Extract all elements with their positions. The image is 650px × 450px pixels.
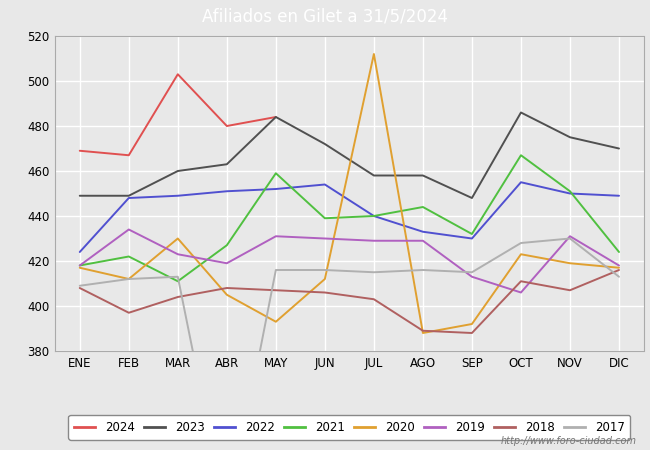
Legend: 2024, 2023, 2022, 2021, 2020, 2019, 2018, 2017: 2024, 2023, 2022, 2021, 2020, 2019, 2018… xyxy=(68,415,630,440)
Text: Afiliados en Gilet a 31/5/2024: Afiliados en Gilet a 31/5/2024 xyxy=(202,8,448,26)
Text: http://www.foro-ciudad.com: http://www.foro-ciudad.com xyxy=(501,436,637,446)
